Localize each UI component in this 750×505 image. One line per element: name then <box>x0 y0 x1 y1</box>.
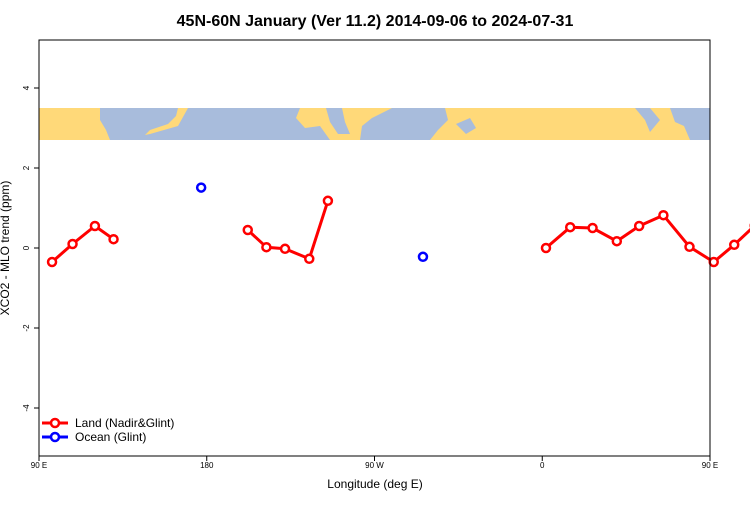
x-axis: 90 E 180 90 W 0 90 E <box>31 456 718 470</box>
x-tick-label: 0 <box>540 461 545 470</box>
ocean-data-point <box>195 182 207 193</box>
land-data-point <box>261 241 272 253</box>
legend-ocean-marker <box>49 431 61 443</box>
land-data-point <box>89 220 101 232</box>
y-tick-label: 0 <box>22 245 31 250</box>
land-data-point <box>242 224 254 236</box>
map-band-ocean-1 <box>100 108 178 140</box>
map-band-ocean-6 <box>635 108 660 132</box>
land-data-point <box>279 243 291 255</box>
land-data-point <box>728 239 740 251</box>
x-axis-label: Longitude (deg E) <box>327 477 422 491</box>
land-data-point <box>46 256 58 268</box>
x-tick-label: 90 E <box>702 461 718 470</box>
map-band-ocean-5 <box>456 118 476 134</box>
land-data-point <box>540 242 552 254</box>
land-data-point <box>322 195 334 207</box>
land-data-point <box>587 222 598 234</box>
map-band-ocean-7 <box>670 108 710 140</box>
ocean-data-point <box>417 251 429 263</box>
land-data-point <box>304 253 315 265</box>
legend-land-label: Land (Nadir&Glint) <box>75 416 174 430</box>
land-data-point <box>708 256 719 268</box>
land-data-point <box>564 221 576 233</box>
y-tick-label: 4 <box>22 85 31 90</box>
x-tick-label: 90 W <box>365 461 384 470</box>
x-tick-label: 90 E <box>31 461 47 470</box>
map-band-ocean-3 <box>326 108 350 134</box>
map-band-ocean-4 <box>360 108 448 140</box>
land-data-point <box>633 220 645 232</box>
land-data-point <box>108 233 119 245</box>
y-tick-label: 2 <box>22 165 31 170</box>
plot-frame <box>38 39 711 457</box>
y-axis-label: XCO2 - MLO trend (ppm) <box>0 181 12 316</box>
x-tick-label: 180 <box>200 461 214 470</box>
legend-item-land: Land (Nadir&Glint) <box>42 416 174 430</box>
map-band-ocean-2 <box>120 108 330 140</box>
legend-ocean-label: Ocean (Glint) <box>75 430 146 444</box>
land-series-line <box>545 213 750 264</box>
land-data-point <box>611 235 623 247</box>
land-data-point <box>658 209 669 221</box>
legend: Land (Nadir&Glint) Ocean (Glint) <box>42 416 174 444</box>
y-tick-label: -2 <box>22 324 31 332</box>
y-tick-label: -4 <box>22 404 31 412</box>
legend-item-ocean: Ocean (Glint) <box>42 430 146 444</box>
chart-title: 45N-60N January (Ver 11.2) 2014-09-06 to… <box>177 13 574 30</box>
world-map-band <box>39 108 710 140</box>
land-series-line <box>51 224 115 264</box>
series-layer <box>46 182 750 268</box>
legend-land-marker <box>49 417 61 429</box>
y-axis: -4 -2 0 2 4 <box>22 85 39 412</box>
land-data-point <box>684 241 695 253</box>
land-data-point <box>67 238 78 250</box>
